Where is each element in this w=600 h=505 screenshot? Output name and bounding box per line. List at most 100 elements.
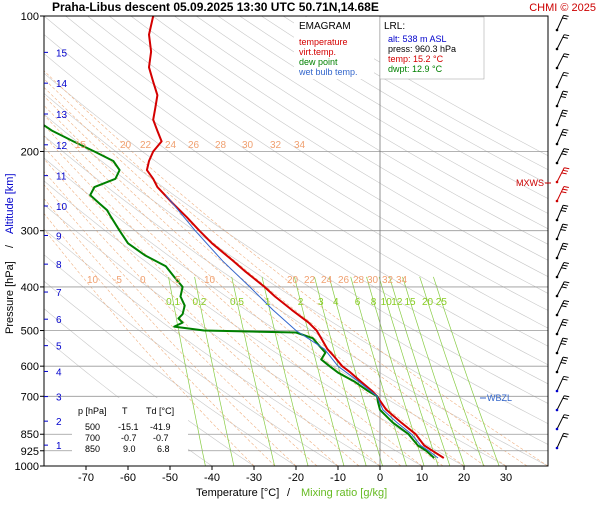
wind-barb-flag: [562, 173, 567, 174]
altitude-tick-label: 7: [56, 288, 62, 299]
adiabat-label-lower: 10: [204, 275, 216, 286]
mixing-ratio-label: 0.1: [166, 297, 180, 308]
wind-barb-flag: [563, 265, 568, 266]
wind-barb-dot: [556, 86, 559, 89]
wind-barb-flag: [564, 35, 569, 36]
wind-barb-dot: [556, 295, 559, 298]
y-tick-label: 500: [21, 326, 39, 338]
wind-barb-dot: [556, 48, 559, 51]
wind-barb-flag: [562, 246, 567, 247]
altitude-tick-label: 5: [56, 342, 62, 353]
lrl-temp: temp: 15.2 °C: [388, 54, 444, 64]
wind-barb-dot: [556, 447, 559, 450]
adiabat-label-upper: 15: [75, 140, 87, 151]
wind-barb-dot: [556, 257, 559, 260]
adiabat-label-upper: 32: [270, 140, 282, 151]
mixing-ratio-label: 4: [333, 297, 339, 308]
wind-barb-flag: [564, 415, 569, 416]
wind-barb-flag: [562, 360, 567, 361]
wind-barb-flag: [564, 263, 569, 264]
ylabel-sep: /: [4, 244, 16, 248]
wind-barb-flag: [563, 243, 568, 244]
wind-barb-dot: [556, 105, 559, 108]
adiabat-label-lower: 34: [396, 275, 408, 286]
mixing-ratio-label: 2: [298, 297, 304, 308]
y-tick-label: 600: [21, 361, 39, 373]
adiabat-label-lower: 30: [367, 275, 379, 286]
mixing-ratio-label: 15: [405, 297, 417, 308]
altitude-tick-label: 14: [56, 79, 68, 90]
wind-barb-dot: [556, 428, 559, 431]
wind-barb-flag: [563, 189, 568, 190]
adiabat-label-lower: 22: [304, 275, 316, 286]
legend-virt-temp: virt.temp.: [299, 47, 336, 57]
adiabat-label-upper: 28: [215, 140, 227, 151]
wind-barb-flag: [562, 287, 567, 288]
adiabat-label-upper: 30: [242, 140, 254, 151]
mixing-ratio-label: 1: [265, 297, 271, 308]
ylabel-altitude: Altitude [km]: [4, 173, 16, 234]
wind-barb-flag: [561, 229, 566, 230]
adiabat-label-lower: 32: [382, 275, 394, 286]
ylabel: Pressure [hPa]: [4, 261, 16, 334]
wind-barb-flag: [561, 306, 566, 307]
altitude-tick-label: 10: [56, 202, 68, 213]
table-header-t: T: [122, 406, 128, 416]
wind-barb-flag: [563, 170, 568, 171]
x-tick-label: -70: [78, 472, 94, 484]
y-tick-label: 1000: [15, 461, 39, 473]
wind-barb-dot: [556, 162, 559, 165]
wind-barb-flag: [561, 249, 566, 250]
wind-barb-flag: [564, 301, 569, 302]
table-row-700-p: 700: [85, 433, 100, 443]
adiabat-label-upper: 24: [165, 140, 177, 151]
mixing-ratio-label: 0.5: [230, 297, 244, 308]
wind-barb-flag: [563, 303, 568, 304]
wind-barb-flag: [563, 37, 568, 38]
adiabat-label-upper: 34: [294, 140, 306, 151]
adiabat-label-lower: 20: [287, 275, 299, 286]
wind-barb-dot: [556, 219, 559, 222]
xlabel: Temperature [°C]: [196, 487, 279, 499]
adiabat-label-lower: 5: [175, 275, 181, 286]
x-tick-label: 20: [458, 472, 470, 484]
mixing-ratio-label: 8: [371, 297, 377, 308]
mixing-ratio-label: 6: [355, 297, 361, 308]
wind-barb-flag: [563, 56, 568, 57]
wind-barb-dot: [556, 390, 559, 393]
wind-barb-flag: [564, 376, 569, 377]
altitude-tick-label: 1: [56, 441, 62, 452]
x-tick-label: -60: [120, 472, 136, 484]
y-tick-label: 400: [21, 282, 39, 294]
wind-barb-flag: [562, 436, 567, 437]
x-tick-label: 10: [416, 472, 428, 484]
wind-barb-dot: [556, 333, 559, 336]
wind-barb-flag: [561, 135, 566, 136]
wind-barb-flag: [563, 338, 568, 339]
mxws-label: MXWS: [516, 178, 544, 188]
adiabat-label-lower: 10: [87, 275, 99, 286]
wind-barb-dot: [556, 352, 559, 355]
altitude-tick-label: 6: [56, 315, 62, 326]
x-tick-label: -20: [288, 472, 304, 484]
x-tick-label: -50: [162, 472, 178, 484]
lrl-title: LRL:: [384, 21, 405, 32]
wind-barb-dot: [556, 181, 559, 184]
wind-barb-dot: [556, 276, 559, 279]
wind-barb-flag: [562, 322, 567, 323]
altitude-tick-label: 9: [56, 231, 62, 242]
wind-barb-flag: [564, 149, 569, 150]
y-tick-label: 700: [21, 391, 39, 403]
x-tick-label: -10: [330, 472, 346, 484]
wind-barb-dot: [556, 200, 559, 203]
wind-barb-flag: [562, 208, 567, 209]
copyright: CHMI © 2025: [529, 2, 596, 14]
legend-dew-point: dew point: [299, 57, 338, 67]
wind-barb-flag: [564, 433, 569, 434]
wind-barb-flag: [562, 113, 567, 114]
y-tick-label: 100: [21, 11, 39, 23]
chart-title: Praha-Libus descent 05.09.2025 13:30 UTC…: [52, 0, 379, 14]
wind-barb-dot: [556, 314, 559, 317]
wind-barb-flag: [561, 211, 566, 212]
